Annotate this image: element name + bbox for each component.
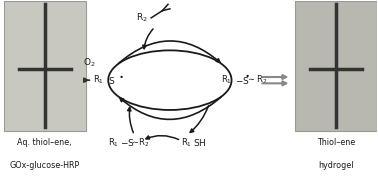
Text: $\mathsf{\sim R_2}$: $\mathsf{\sim R_2}$ — [246, 74, 267, 86]
Bar — [4, 1, 86, 131]
Text: $\mathsf{\bullet}$: $\mathsf{\bullet}$ — [244, 70, 250, 79]
Text: Aq. thiol–ene,: Aq. thiol–ene, — [17, 138, 72, 147]
Text: $\mathsf{\bullet}$: $\mathsf{\bullet}$ — [118, 71, 124, 80]
Text: $\mathsf{-S}$: $\mathsf{-S}$ — [120, 137, 135, 148]
Text: $\mathsf{\sim\!R_2}$: $\mathsf{\sim\!R_2}$ — [130, 136, 150, 149]
Bar — [295, 1, 377, 131]
Text: $\mathsf{R_2}$: $\mathsf{R_2}$ — [136, 12, 147, 24]
Text: $\mathsf{R_1}$: $\mathsf{R_1}$ — [220, 74, 232, 86]
Text: GOx-glucose-HRP: GOx-glucose-HRP — [9, 161, 80, 170]
Text: $\mathsf{-S}$: $\mathsf{-S}$ — [234, 75, 249, 86]
Text: hydrogel: hydrogel — [318, 161, 354, 170]
Text: $\mathsf{SH}$: $\mathsf{SH}$ — [193, 137, 207, 148]
Text: Thiol–ene: Thiol–ene — [317, 138, 355, 147]
Text: $\mathsf{R_1}$: $\mathsf{R_1}$ — [181, 136, 192, 149]
Text: $\mathsf{O_2}$: $\mathsf{O_2}$ — [83, 57, 96, 69]
Text: $\mathsf{R_1}$: $\mathsf{R_1}$ — [108, 136, 119, 149]
Text: $\mathsf{R_1}$: $\mathsf{R_1}$ — [93, 74, 104, 86]
Text: $\mathsf{S}$: $\mathsf{S}$ — [108, 75, 115, 86]
